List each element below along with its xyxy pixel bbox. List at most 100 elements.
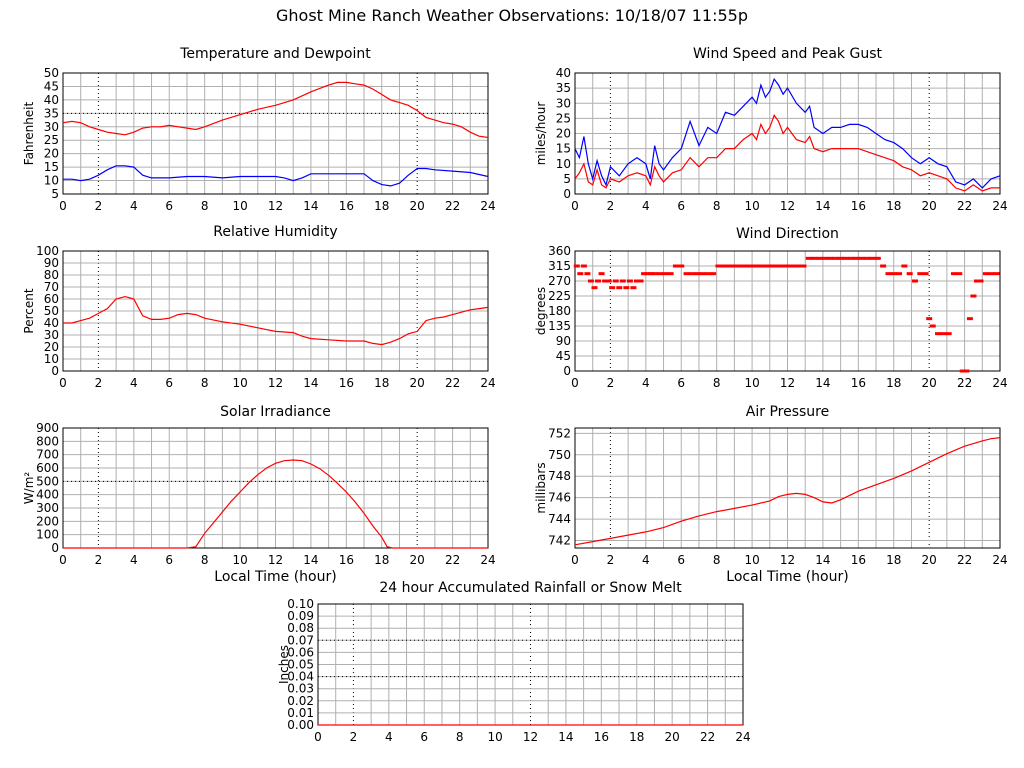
- wdir-point: [731, 264, 738, 268]
- rain-xtick-label: 24: [735, 730, 750, 744]
- solar-ytick-label: 900: [36, 421, 59, 435]
- wdir-point: [662, 272, 669, 276]
- temp-xtick-label: 20: [410, 199, 425, 213]
- solar-xtick-label: 10: [232, 553, 247, 567]
- solar-ylabel: W/m²: [22, 472, 36, 505]
- wdir-point: [688, 272, 695, 276]
- wdir-point: [678, 264, 685, 268]
- rain-xtick-label: 4: [385, 730, 393, 744]
- solar-xlabel: Local Time (hour): [214, 569, 336, 585]
- wdir-ytick-label: 90: [556, 334, 571, 348]
- rain-ytick-label: 0.04: [287, 670, 314, 684]
- rh-ytick-label: 10: [44, 352, 59, 366]
- solar-xtick-label: 2: [95, 553, 103, 567]
- temp-xtick-label: 14: [303, 199, 318, 213]
- wdir-point: [595, 279, 602, 283]
- wind-xtick-label: 18: [886, 199, 901, 213]
- solar-xtick-label: 12: [268, 553, 283, 567]
- wdir-xtick-label: 24: [992, 376, 1007, 390]
- temp-ytick-label: 10: [44, 174, 59, 188]
- solar-xtick-label: 8: [201, 553, 209, 567]
- wdir-xtick-label: 16: [851, 376, 866, 390]
- rain-xtick-label: 8: [456, 730, 464, 744]
- solar-frame: [62, 427, 489, 549]
- temp-xtick-label: 16: [339, 199, 354, 213]
- wdir-point: [672, 264, 679, 268]
- wind-xtick-label: 4: [642, 199, 650, 213]
- pressure-xtick-label: 12: [780, 553, 795, 567]
- wind-ytick-label: 10: [556, 157, 571, 171]
- solar-ytick-label: 200: [36, 514, 59, 528]
- wind-ytick-label: 35: [556, 81, 571, 95]
- wdir-point: [864, 256, 871, 260]
- rh-series-0: [63, 295, 489, 346]
- rain-ytick-label: 0.09: [287, 609, 314, 623]
- solar-title: Solar Irradiance: [220, 404, 331, 420]
- rh-xtick-label: 10: [232, 376, 247, 390]
- wdir-point: [720, 264, 727, 268]
- wdir-point: [901, 264, 908, 268]
- temp-ytick-label: 5: [51, 187, 59, 201]
- wdir-point: [609, 286, 616, 290]
- wdir-point: [651, 272, 658, 276]
- wdir-ytick-label: 360: [548, 244, 571, 258]
- temp-xtick-label: 2: [95, 199, 103, 213]
- pressure-xtick-label: 24: [992, 553, 1007, 567]
- temp-xtick-label: 24: [480, 199, 495, 213]
- wind-series-0: [574, 77, 1001, 189]
- rain-xtick-label: 18: [629, 730, 644, 744]
- wdir-point: [699, 272, 706, 276]
- temp-ytick-label: 15: [44, 160, 59, 174]
- wdir-point: [970, 294, 977, 298]
- rain-ytick-label: 0.00: [287, 718, 314, 732]
- wdir-point: [704, 272, 711, 276]
- wdir-point: [945, 332, 952, 336]
- wdir-xtick-label: 22: [957, 376, 972, 390]
- rh-xtick-label: 20: [410, 376, 425, 390]
- wdir-point: [956, 272, 963, 276]
- wdir-point: [667, 272, 674, 276]
- pressure-ytick-label: 744: [548, 512, 571, 526]
- wdir-xtick-label: 8: [713, 376, 721, 390]
- temp-xtick-label: 0: [59, 199, 67, 213]
- wdir-point: [648, 272, 655, 276]
- wdir-xtick-label: 14: [815, 376, 830, 390]
- wdir-point: [773, 264, 780, 268]
- solar-ytick-label: 300: [36, 501, 59, 515]
- wdir-point: [885, 272, 892, 276]
- wdir-ytick-label: 0: [563, 364, 571, 378]
- wdir-xtick-label: 10: [744, 376, 759, 390]
- rain-ytick-label: 0.03: [287, 682, 314, 696]
- wdir-point: [742, 264, 748, 268]
- wdir-point: [922, 272, 929, 276]
- wdir-point: [591, 286, 598, 290]
- wdir-point: [630, 286, 637, 290]
- rain-xtick-label: 2: [350, 730, 358, 744]
- rain-xtick-label: 16: [594, 730, 609, 744]
- rain-xtick-label: 6: [420, 730, 428, 744]
- temp-xtick-label: 12: [268, 199, 283, 213]
- pressure-ytick-label: 750: [548, 448, 571, 462]
- wdir-point: [710, 272, 717, 276]
- wind-xtick-label: 14: [815, 199, 830, 213]
- wind-xtick-label: 24: [992, 199, 1007, 213]
- pressure-xtick-label: 4: [642, 553, 650, 567]
- temp-title: Temperature and Dewpoint: [179, 46, 371, 62]
- pressure-ytick-label: 742: [548, 534, 571, 548]
- pressure-xtick-label: 10: [744, 553, 759, 567]
- temp-ylabel: Fahrenheit: [22, 101, 36, 165]
- wind-xtick-label: 16: [851, 199, 866, 213]
- wind-ytick-label: 30: [556, 96, 571, 110]
- wdir-point: [784, 264, 791, 268]
- wdir-point: [573, 264, 580, 268]
- rh-xtick-label: 4: [130, 376, 138, 390]
- rain-xtick-label: 10: [487, 730, 502, 744]
- wdir-ytick-label: 315: [548, 259, 571, 273]
- wdir-point: [602, 279, 609, 283]
- temp-xtick-label: 6: [165, 199, 173, 213]
- wind-ytick-label: 0: [563, 187, 571, 201]
- rain-ytick-label: 0.06: [287, 645, 314, 659]
